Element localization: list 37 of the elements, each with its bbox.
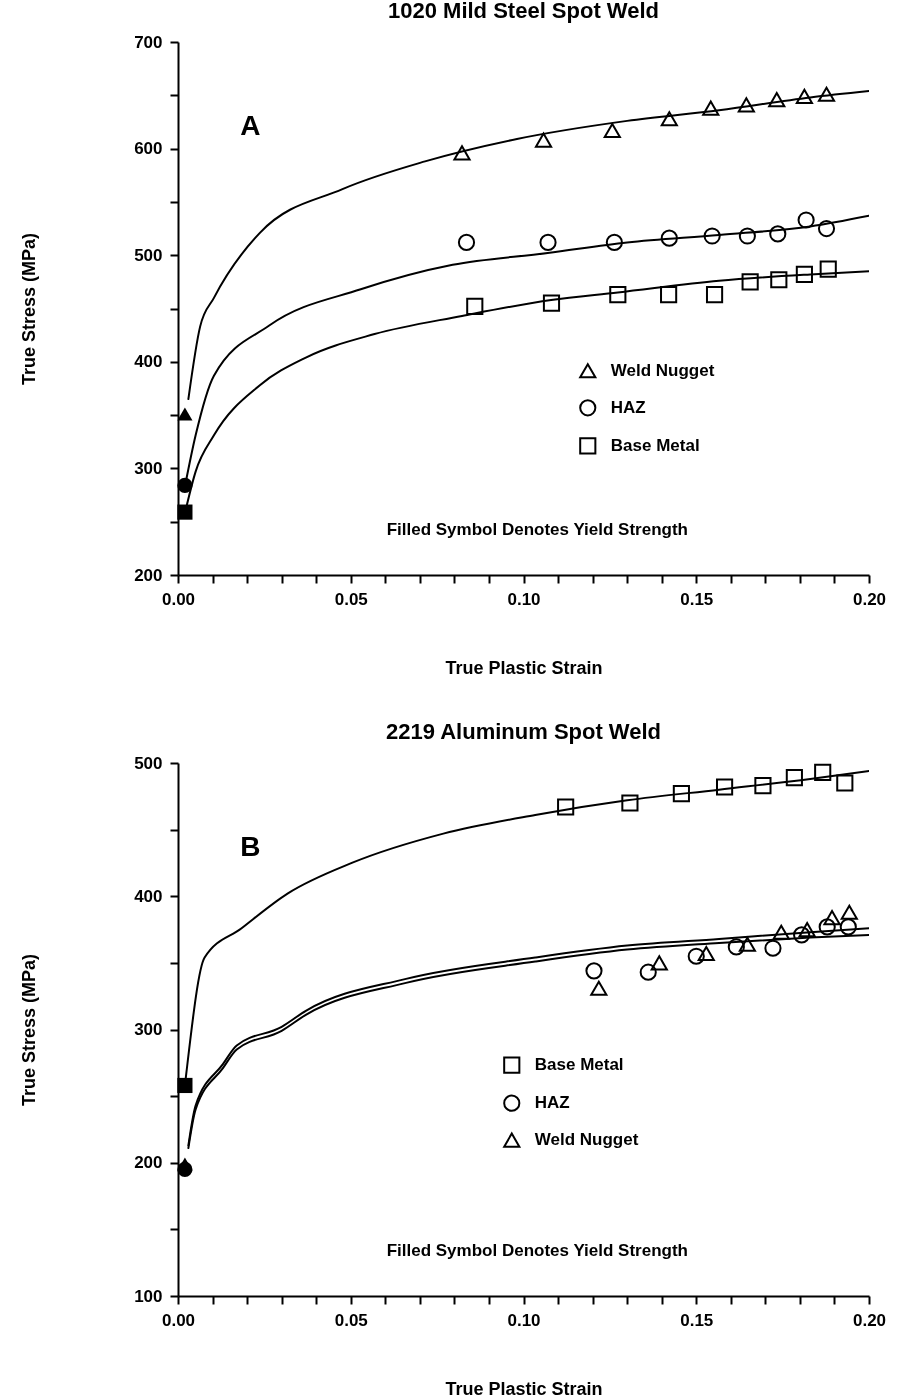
chart-title: 2219 Aluminum Spot Weld <box>385 719 662 744</box>
y-axis-title: True Stress (MPa) <box>19 232 40 386</box>
y-tick-label: 700 <box>134 32 163 52</box>
x-axis-title: True Plastic Strain <box>445 657 603 678</box>
y-tick-label: 300 <box>134 1020 163 1039</box>
annotation: Filled Symbol Denotes Yield Strength <box>386 519 688 539</box>
legend-label: Base Metal <box>534 1055 624 1075</box>
legend-label: Base Metal <box>610 435 700 455</box>
legend-label: Weld Nugget <box>610 360 715 380</box>
x-axis-title: True Plastic Strain <box>445 1378 603 1398</box>
x-tick-label: 0.00 <box>161 589 196 609</box>
annotation: Filled Symbol Denotes Yield Strength <box>386 1240 688 1260</box>
legend-label: HAZ <box>610 397 646 417</box>
x-tick-label: 0.20 <box>852 589 887 609</box>
legend-label: Weld Nugget <box>534 1130 639 1150</box>
x-tick-label: 0.10 <box>507 589 541 609</box>
y-tick-label: 100 <box>134 1286 163 1306</box>
y-tick-label: 500 <box>134 245 163 265</box>
x-tick-label: 0.05 <box>334 1310 368 1330</box>
y-tick-label: 400 <box>134 886 163 906</box>
y-axis-title: True Stress (MPa) <box>19 953 40 1107</box>
legend-label: HAZ <box>534 1093 570 1113</box>
chart-title: 1020 Mild Steel Spot Weld <box>388 0 659 23</box>
x-tick-label: 0.00 <box>161 1310 196 1330</box>
annotation: A <box>240 110 261 142</box>
annotation: B <box>240 831 261 863</box>
y-tick-label: 200 <box>134 1153 163 1173</box>
y-tick-label: 200 <box>134 565 163 585</box>
x-tick-label: 0.10 <box>507 1310 541 1330</box>
x-tick-label: 0.15 <box>680 589 714 609</box>
y-tick-label: 500 <box>134 753 163 773</box>
y-tick-label: 400 <box>134 352 163 372</box>
y-tick-label: 600 <box>134 139 163 159</box>
x-tick-label: 0.05 <box>334 589 368 609</box>
x-tick-label: 0.15 <box>680 1310 714 1330</box>
y-tick-label: 300 <box>134 458 163 478</box>
x-tick-label: 0.20 <box>852 1310 887 1330</box>
